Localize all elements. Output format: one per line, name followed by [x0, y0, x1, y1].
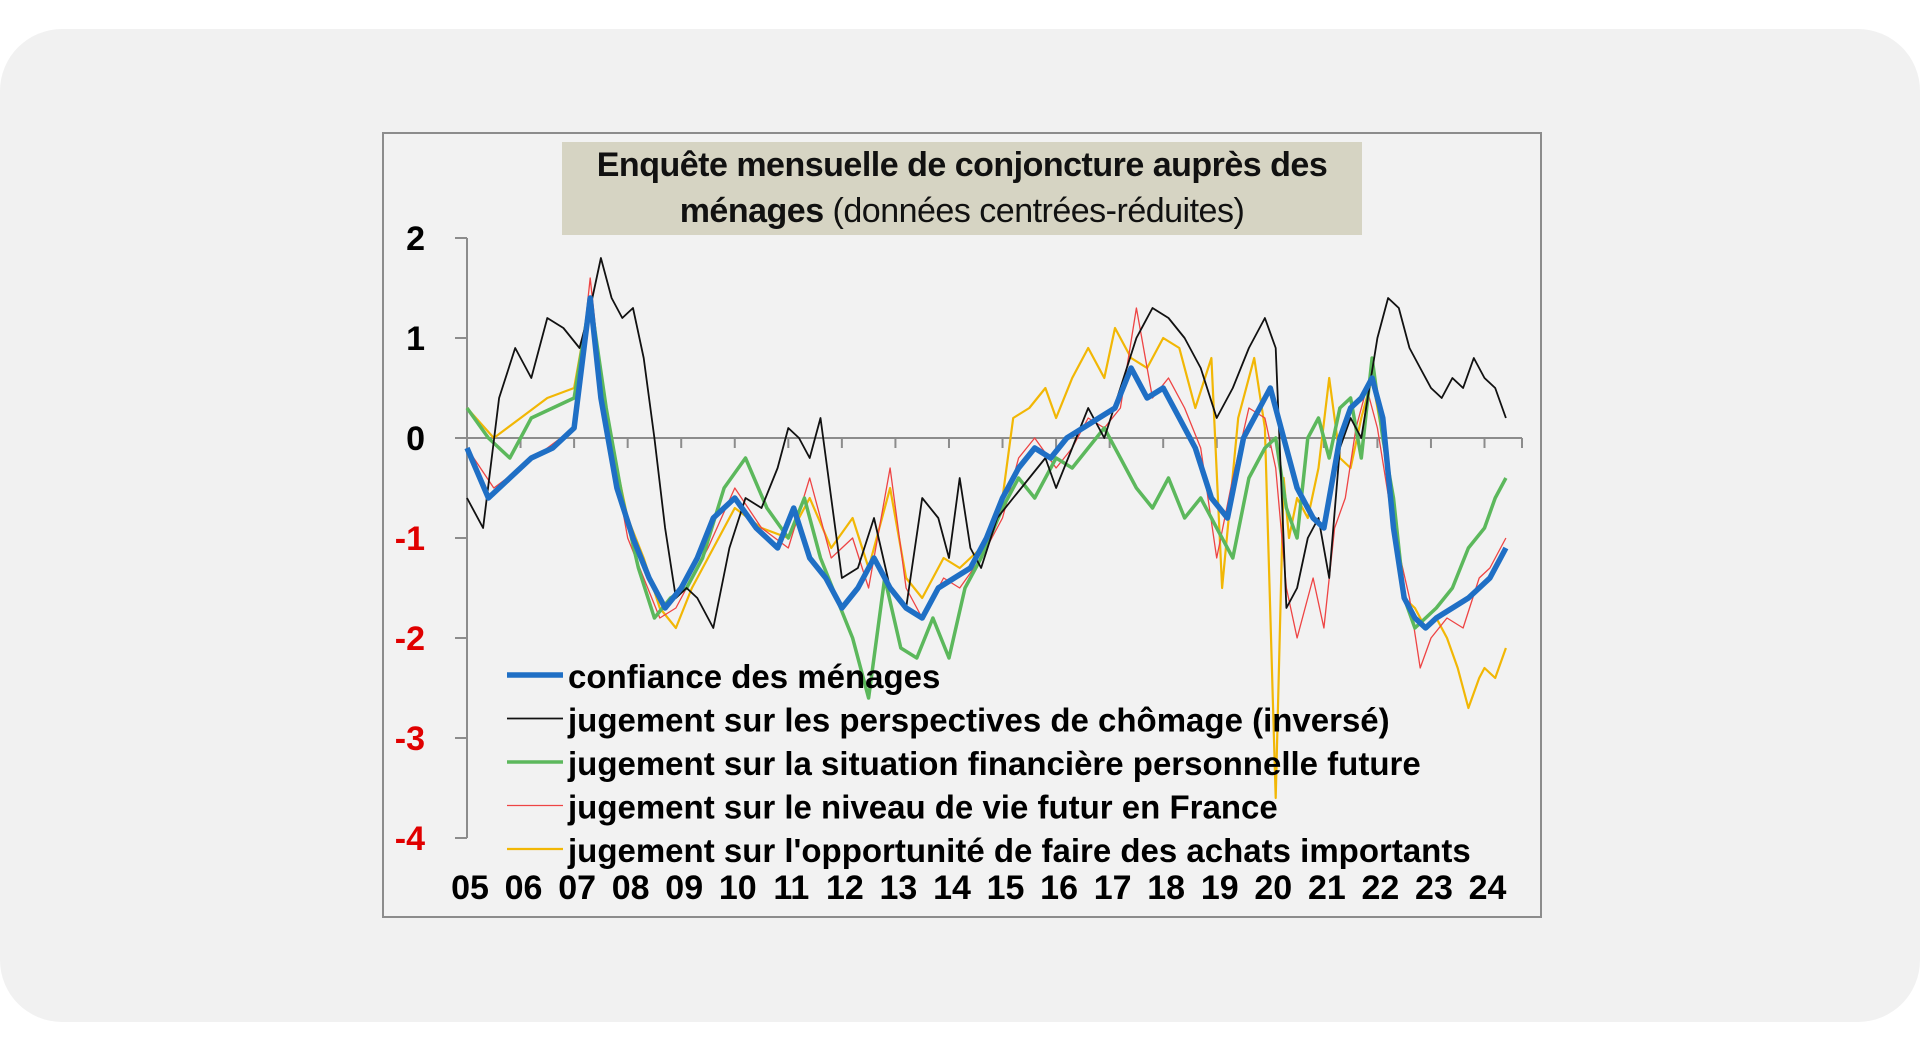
legend-label: confiance des ménages — [568, 658, 940, 695]
x-tick-label: 19 — [1201, 869, 1239, 907]
x-tick-label: 08 — [612, 869, 650, 907]
x-tick-label: 15 — [987, 869, 1025, 907]
y-tick-label: -1 — [395, 520, 425, 558]
x-tick-label: 21 — [1308, 869, 1346, 907]
chart-title-normal-part: (données centrées-réduites) — [823, 192, 1245, 230]
x-tick-label: 17 — [1094, 869, 1132, 907]
y-tick-label: -4 — [395, 820, 425, 858]
x-tick-label: 24 — [1469, 869, 1507, 907]
y-tick-label: 1 — [406, 320, 425, 358]
x-tick-label: 13 — [880, 869, 918, 907]
legend-label: jugement sur l'opportunité de faire des … — [567, 832, 1471, 869]
chart-title-box: Enquête mensuelle de conjoncture auprès … — [562, 142, 1362, 235]
x-tick-label: 10 — [719, 869, 757, 907]
x-tick-label: 05 — [451, 869, 489, 907]
y-tick-label: 0 — [406, 420, 425, 458]
series-layer — [464, 257, 1509, 800]
chart-title-line-1: Enquête mensuelle de conjoncture auprès … — [596, 146, 1328, 184]
x-tick-label: 11 — [773, 869, 809, 907]
series-line-5 — [464, 295, 1509, 631]
chart-title-bold-part: ménages — [679, 192, 824, 230]
legend-label: jugement sur la situation financière per… — [567, 745, 1421, 782]
y-tick-label: 2 — [406, 220, 425, 258]
x-tick-label: 07 — [558, 869, 596, 907]
x-tick-label: 22 — [1361, 869, 1399, 907]
x-tick-label: 18 — [1147, 869, 1185, 907]
series-line-4 — [466, 257, 1507, 629]
legend: confiance des ménages jugement sur les pe… — [507, 658, 1471, 869]
axes: 210-1-2-3-405 06 07 08 09 10 11 12 13 14 15 16 17 18 1… — [395, 220, 1523, 907]
x-tick-label: 06 — [505, 869, 543, 907]
x-tick-label: 14 — [933, 869, 971, 907]
y-tick-label: -3 — [395, 720, 425, 758]
x-tick-label: 12 — [826, 869, 864, 907]
legend-label: jugement sur les perspectives de chômage… — [567, 702, 1390, 739]
chart-title-line-2: ménages (données centrées-réduites) — [562, 192, 1362, 231]
chart-frame — [382, 132, 1542, 918]
legend-label: jugement sur le niveau de vie futur en F… — [567, 789, 1278, 826]
x-tick-label: 16 — [1040, 869, 1078, 907]
x-tick-label: 23 — [1415, 869, 1453, 907]
y-tick-label: -2 — [395, 620, 425, 658]
series-line-2 — [466, 277, 1507, 669]
x-tick-label: 09 — [665, 869, 703, 907]
x-tick-label: 20 — [1254, 869, 1292, 907]
